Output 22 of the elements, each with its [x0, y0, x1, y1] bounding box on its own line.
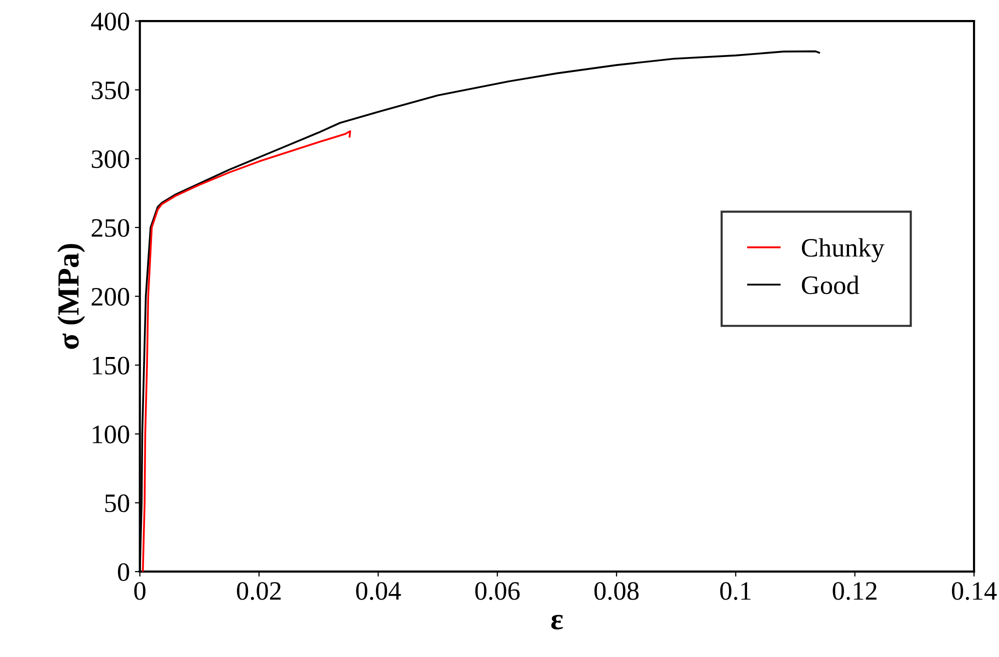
y-tick-label: 100 — [92, 426, 130, 444]
legend-label: Good — [802, 276, 860, 294]
y-tick-label: 50 — [105, 494, 130, 512]
y-tick-label: 300 — [92, 150, 130, 168]
y-tick-label: 200 — [92, 288, 130, 306]
x-tick-label: 0.14 — [952, 582, 997, 600]
y-axis-title: σ (MPa) — [57, 244, 85, 349]
x-tick-label: 0.02 — [236, 582, 281, 600]
line-series — [142, 130, 352, 572]
x-tick-label: 0.1 — [720, 582, 751, 600]
y-tick-label: 150 — [92, 356, 130, 375]
y-tick-label: 0 — [118, 563, 130, 582]
x-axis-title: ε — [551, 614, 563, 630]
x-tick-label: 0.12 — [832, 582, 876, 600]
x-tick-label: 0.08 — [594, 582, 639, 600]
y-tick-label: 250 — [92, 219, 130, 237]
x-tick-label: 0.04 — [356, 582, 401, 600]
legend-label: Chunky — [802, 238, 884, 262]
x-tick-label: 0 — [134, 582, 146, 600]
y-tick-label: 400 — [91, 12, 130, 30]
x-tick-label: 0.06 — [475, 582, 520, 600]
y-tick-label: 350 — [92, 81, 130, 100]
